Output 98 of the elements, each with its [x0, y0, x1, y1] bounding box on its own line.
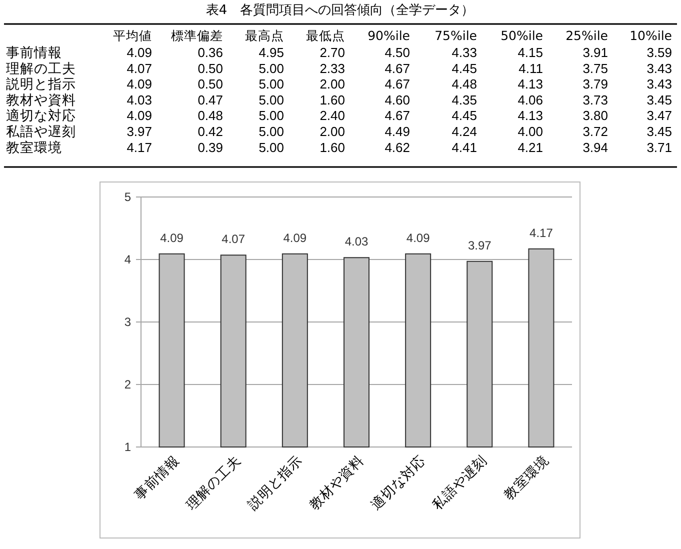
y-tick-label: 教室環境	[6, 140, 62, 156]
x-tick-label: 平均値	[113, 28, 152, 43]
data-label: 2.00	[320, 76, 345, 92]
data-label: 5.00	[258, 140, 284, 155]
x-tick-label: 教室環境	[501, 452, 552, 504]
x-tick-label: 説明と指示	[244, 452, 306, 514]
data-label: 3.43	[646, 60, 672, 76]
data-label: 3.45	[646, 124, 672, 139]
data-label: 4.49	[384, 124, 410, 139]
data-label: 4.09	[126, 108, 152, 124]
data-label: 3.71	[646, 140, 672, 155]
data-label: 4.45	[452, 108, 477, 124]
data-label: 0.42	[198, 124, 223, 139]
data-label: 3.94	[582, 140, 608, 155]
data-label: 4.09	[406, 230, 430, 245]
data-label: 4.41	[452, 140, 477, 155]
data-label: 1.60	[320, 140, 345, 155]
x-tick-label: 最高点	[245, 28, 284, 43]
data-label: 3.59	[646, 45, 672, 60]
data-label: 4.35	[452, 92, 477, 108]
y-tick-label: 2	[124, 378, 132, 392]
data-label: 4.21	[518, 140, 543, 155]
data-label: 4.15	[518, 45, 543, 60]
data-label: 4.07	[126, 60, 152, 76]
y-tick-label: 適切な対応	[6, 108, 76, 124]
data-label: 4.00	[518, 124, 543, 139]
data-label: 4.67	[384, 108, 410, 124]
data-label: 5.00	[258, 60, 284, 76]
x-tick-label: 90%ile	[368, 28, 410, 43]
x-tick-label: 標準偏差	[171, 28, 223, 43]
y-tick-label: 事前情報	[6, 45, 62, 61]
y-tick-label: 私語や遅刻	[6, 124, 76, 140]
x-tick-label: 私語や遅刻	[430, 452, 490, 514]
data-label: 0.39	[198, 140, 223, 155]
data-label: 4.45	[452, 60, 477, 76]
chart-title: 表4 各質問項目への回答傾向（全学データ）	[206, 3, 474, 18]
data-label: 3.79	[582, 76, 608, 92]
data-label: 5.00	[258, 76, 284, 92]
data-label: 2.70	[320, 45, 345, 60]
x-tick-label: 教材や資料	[306, 452, 368, 514]
data-label: 4.11	[518, 60, 543, 76]
y-tick-label: 1	[124, 440, 132, 454]
x-tick-label: 適切な対応	[368, 452, 429, 514]
data-label: 0.36	[198, 45, 223, 60]
x-tick-label: 50%ile	[500, 28, 544, 43]
data-label: 4.09	[283, 230, 307, 245]
data-label: 4.50	[384, 45, 410, 60]
y-tick-label: 説明と指示	[6, 76, 76, 93]
data-label: 3.75	[582, 60, 608, 76]
data-label: 2.40	[320, 108, 345, 124]
data-label: 4.13	[518, 108, 543, 124]
data-label: 0.50	[198, 60, 223, 76]
data-label: 4.03	[344, 234, 368, 249]
data-label: 4.09	[126, 76, 152, 92]
data-label: 5.00	[258, 124, 284, 139]
data-label: 2.33	[320, 60, 345, 76]
data-label: 4.60	[384, 92, 410, 108]
data-label: 4.95	[258, 45, 284, 60]
x-tick-label: 最低点	[306, 28, 345, 43]
data-label: 5.00	[258, 108, 284, 124]
y-tick-label: 3	[124, 315, 132, 329]
data-label: 4.67	[384, 76, 410, 92]
y-tick-label: 理解の工夫	[6, 60, 76, 77]
data-label: 3.91	[582, 45, 608, 60]
x-tick-label: 75%ile	[434, 28, 478, 43]
data-label: 5.00	[258, 92, 284, 108]
data-label: 4.17	[530, 226, 554, 240]
data-label: 3.97	[126, 124, 152, 139]
data-label: 3.43	[646, 76, 672, 92]
data-label: 4.48	[452, 76, 477, 92]
data-label: 4.24	[452, 124, 477, 139]
data-label: 4.07	[222, 232, 246, 246]
x-tick-label: 25%ile	[566, 28, 608, 43]
data-label: 3.73	[582, 92, 608, 108]
data-label: 3.97	[468, 238, 492, 252]
data-label: 3.45	[646, 92, 672, 108]
data-label: 4.06	[518, 92, 543, 108]
data-label: 3.47	[646, 108, 672, 124]
data-label: 4.13	[518, 76, 543, 92]
data-label: 3.72	[582, 124, 608, 139]
y-tick-label: 5	[124, 190, 132, 204]
data-label: 1.60	[320, 92, 345, 108]
x-tick-label: 理解の工夫	[183, 452, 244, 514]
data-label: 4.09	[160, 230, 184, 245]
data-label: 4.62	[384, 140, 410, 155]
data-label: 4.09	[126, 45, 152, 60]
data-label: 4.67	[384, 60, 410, 76]
data-label: 4.33	[452, 45, 477, 60]
data-label: 0.50	[198, 76, 223, 92]
data-label: 2.00	[320, 124, 345, 139]
y-tick-label: 教材や資料	[6, 92, 76, 108]
x-tick-label: 10%ile	[630, 28, 672, 43]
y-tick-label: 4	[124, 252, 132, 266]
data-label: 0.47	[198, 92, 223, 108]
data-label: 0.48	[198, 108, 223, 124]
data-label: 3.80	[582, 108, 608, 124]
data-label: 4.17	[126, 140, 152, 155]
data-label: 4.03	[126, 92, 152, 108]
